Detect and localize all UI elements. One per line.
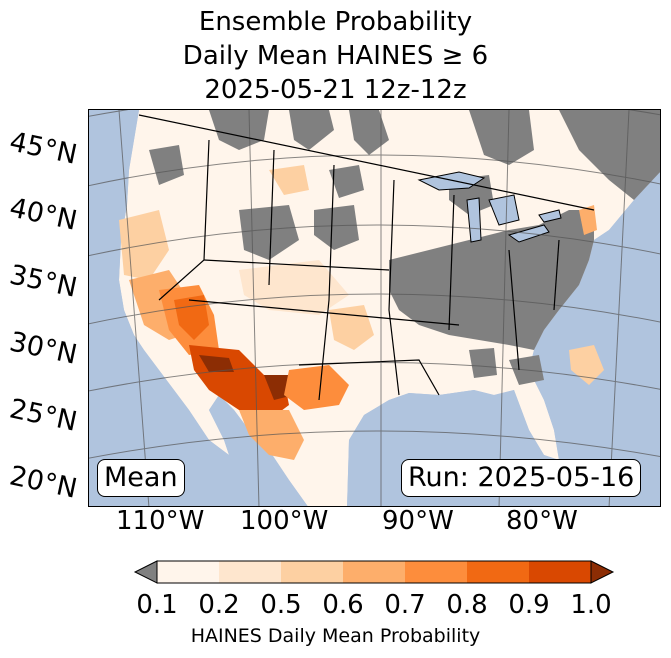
- colorbar-tick: 0.2: [198, 590, 240, 620]
- lat-label-30: 30°N: [6, 326, 80, 371]
- lon-label-90: 90°W: [382, 506, 454, 536]
- lat-label-35: 35°N: [6, 259, 80, 304]
- lat-label-25: 25°N: [6, 393, 80, 438]
- lon-label-100: 100°W: [240, 506, 329, 536]
- lat-label-20: 20°N: [6, 460, 80, 505]
- title-line-2: Daily Mean HAINES ≥ 6: [182, 41, 489, 71]
- lat-label-45: 45°N: [6, 126, 80, 171]
- colorbar-segment: [157, 561, 219, 583]
- state-borders: [138, 114, 595, 401]
- lat-label-40: 40°N: [6, 192, 80, 237]
- title-line-1: Ensemble Probability: [198, 7, 473, 37]
- colorbar-tick: 0.8: [446, 590, 488, 620]
- run-box: Run: 2025-05-16: [401, 459, 642, 497]
- colorbar-over-extend: [590, 560, 615, 584]
- atlantic-ocean: [529, 172, 660, 506]
- map-panel: [88, 109, 661, 507]
- probability-areas: [119, 165, 604, 460]
- colorbar-segment: [281, 561, 343, 583]
- lon-label-110: 110°W: [116, 506, 205, 536]
- lon-label-80: 80°W: [506, 506, 578, 536]
- map-svg: [89, 110, 660, 506]
- colorbar-under-extend: [133, 560, 158, 584]
- mean-box: Mean: [97, 459, 185, 497]
- pacific-ocean: [89, 110, 308, 506]
- colorbar-segment: [405, 561, 467, 583]
- colorbar-tick: 0.7: [384, 590, 426, 620]
- colorbar-tick: 1.0: [570, 590, 612, 620]
- title-line-3: 2025-05-21 12z-12z: [204, 75, 467, 105]
- colorbar-tick: 0.5: [260, 590, 302, 620]
- graticule: [89, 110, 660, 506]
- colorbar-tick: 0.6: [322, 590, 364, 620]
- colorbar: [133, 560, 615, 584]
- colorbar-label: HAINES Daily Mean Probability: [190, 625, 481, 647]
- colorbar-segment: [343, 561, 405, 583]
- colorbar-segment: [529, 561, 591, 583]
- great-lakes: [417, 171, 562, 243]
- colorbar-tick: 0.1: [136, 590, 178, 620]
- colorbar-segment: [219, 561, 281, 583]
- colorbar-tick: 0.9: [508, 590, 550, 620]
- colorbar-frame: [156, 560, 592, 584]
- colorbar-segment: [467, 561, 529, 583]
